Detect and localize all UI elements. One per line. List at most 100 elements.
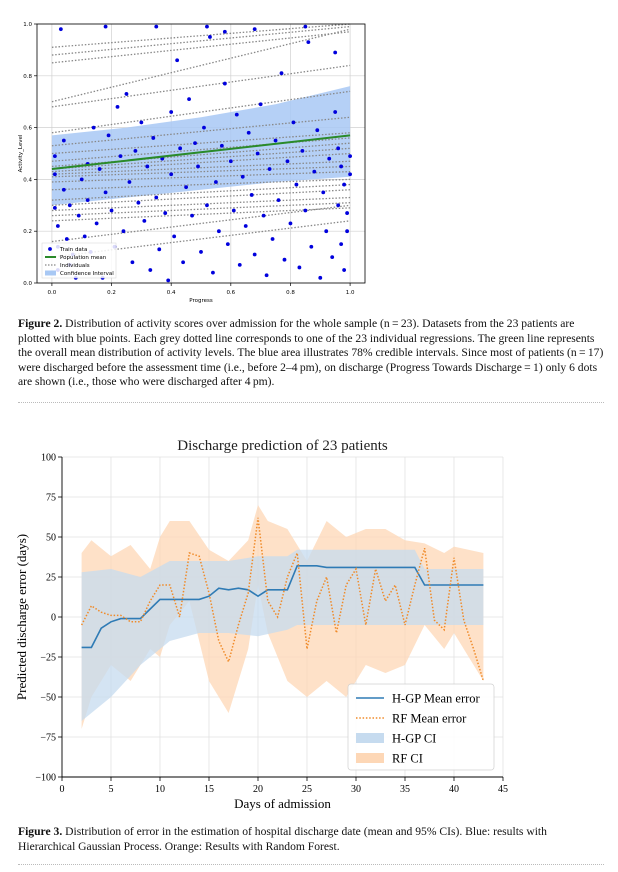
train-data-point [154,24,159,29]
train-data-point [58,27,63,32]
train-data-point [130,260,135,265]
individual-regression-line [51,64,351,108]
y-tick-label: −25 [40,653,56,664]
train-data-point [339,242,344,247]
legend-marker-rf-ci [356,753,384,763]
train-data-point [205,24,209,29]
train-data-point [315,128,320,133]
individual-regression-line [51,116,351,147]
train-data-point [303,24,308,29]
train-data-point [55,224,60,228]
train-data-point [261,213,266,218]
individual-regression-line [51,90,351,134]
train-data-point [237,262,242,267]
train-data-point [67,203,72,208]
train-data-point [228,159,233,164]
train-data-point [205,203,209,208]
train-data-point [94,221,99,226]
train-data-point [151,136,156,140]
legend-label: RF CI [392,752,423,766]
figure-3-caption-text: Distribution of error in the estimation … [18,825,547,853]
figure-2-label: Figure 2. [18,317,63,330]
train-data-point [252,252,257,257]
plot-frame [36,23,366,284]
train-data-point [306,40,311,45]
legend-label: RF Mean error [392,712,467,726]
train-data-point [303,208,308,213]
figure-2-caption-text: Distribution of activity scores over adm… [18,317,604,389]
train-data-point [345,211,350,215]
train-data-point [321,190,326,195]
individual-regression-line [51,152,351,173]
y-axis-label: Predicted discharge error (days) [14,534,29,700]
train-data-point [285,159,290,164]
train-data-point [222,81,227,86]
legend-label: Train data [59,247,87,253]
train-data-point [79,177,84,182]
y-tick-label: −50 [40,693,56,704]
x-tick-label: 45 [498,784,508,795]
individual-regression-line [51,178,351,191]
train-data-point [187,97,191,102]
caption-divider [18,402,604,403]
train-data-point [273,138,278,143]
x-tick-label: 35 [400,784,410,795]
train-data-point [336,203,341,208]
train-data-point [270,237,275,241]
train-data-point [172,234,177,239]
train-data-point [64,237,69,241]
x-tick-label: 0.4 [167,290,176,296]
train-data-point [103,190,108,195]
train-data-point [136,200,141,205]
population-mean-line [51,134,351,171]
train-data-point [345,229,350,234]
train-data-point [225,242,230,247]
individual-regression-line [51,23,351,48]
y-tick-label: 1.0 [23,22,32,28]
individual-regression-line [51,160,351,175]
chart-title: Discharge prediction of 23 patients [177,438,388,454]
y-tick-label: 0.8 [23,74,32,80]
x-tick-label: 0.6 [226,290,235,296]
train-data-point [216,229,221,234]
confidence-interval-band [51,86,351,206]
train-data-point [202,125,206,130]
individual-regression-line [51,207,351,222]
train-data-point [61,187,66,192]
x-tick-label: 1.0 [346,290,355,296]
individual-regression-line [51,170,351,183]
x-tick-label: 5 [109,784,114,795]
y-tick-label: 0.0 [23,281,32,287]
legend-marker-train [48,247,52,251]
train-data-point [190,213,194,218]
legend-marker-ci [45,270,56,276]
y-tick-label: 25 [46,573,56,584]
train-data-point [115,104,120,109]
train-data-point [348,172,352,177]
train-data-point [276,198,281,203]
x-tick-label: 25 [302,784,312,795]
train-data-point [133,149,138,153]
train-data-point [231,208,236,213]
train-data-point [106,133,111,138]
individual-regression-line [51,25,351,56]
train-data-point [294,182,299,187]
y-axis-label: Activity_Level [18,134,24,172]
train-data-point [282,257,287,262]
train-data-point [258,102,263,107]
train-data-point [139,120,144,125]
individual-regression-line [51,165,351,178]
train-data-point [324,229,329,234]
train-data-point [109,208,114,213]
x-tick-label: 0.0 [48,290,57,296]
train-data-point [103,24,108,29]
figure-2-caption: Figure 2. Distribution of activity score… [18,317,604,390]
train-data-point [52,172,57,177]
train-data-point [61,138,66,143]
train-data-point [327,156,332,161]
individual-regression-line [51,202,351,217]
train-data-point [118,154,123,158]
train-data-point [330,255,335,259]
train-data-point [234,112,239,117]
individual-regression-line [51,31,351,64]
